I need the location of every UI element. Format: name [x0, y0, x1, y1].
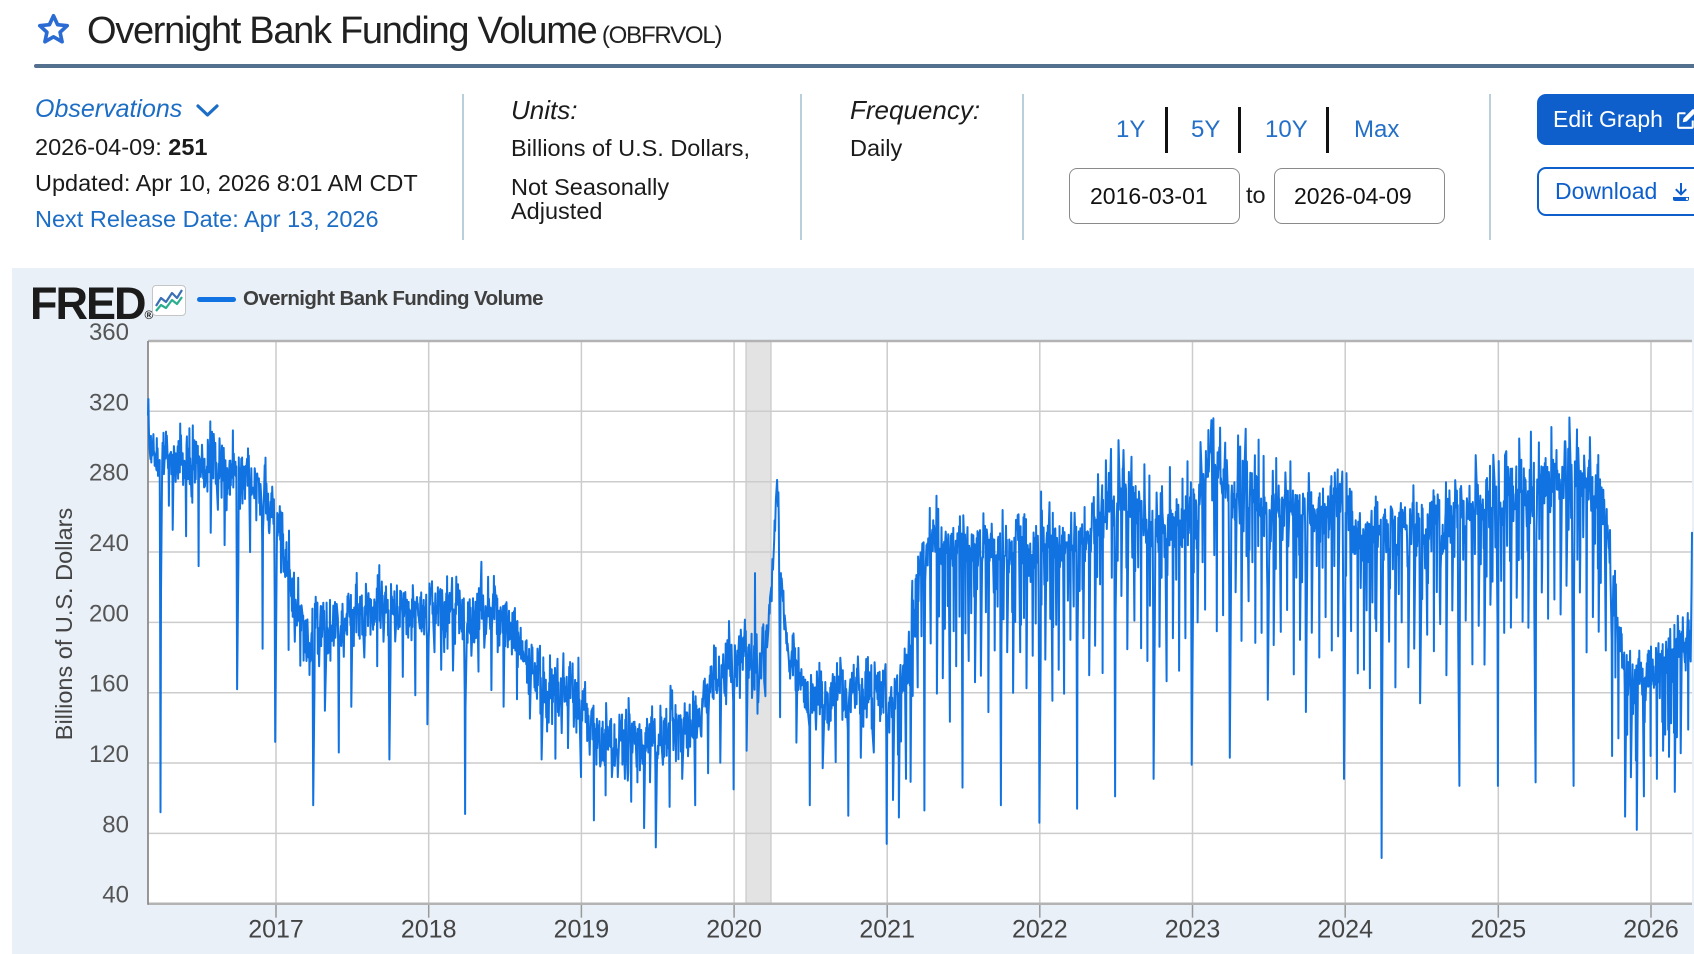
svg-text:200: 200: [89, 600, 129, 627]
svg-text:120: 120: [89, 741, 129, 768]
svg-text:2024: 2024: [1317, 916, 1373, 944]
svg-text:Billions of U.S. Dollars: Billions of U.S. Dollars: [51, 508, 77, 740]
svg-text:2020: 2020: [706, 916, 762, 944]
svg-text:80: 80: [102, 811, 129, 838]
svg-text:240: 240: [89, 530, 129, 557]
svg-text:160: 160: [89, 671, 129, 698]
svg-text:360: 360: [89, 319, 129, 346]
svg-text:2018: 2018: [401, 916, 457, 944]
svg-text:2023: 2023: [1165, 916, 1221, 944]
svg-text:2026: 2026: [1623, 916, 1679, 944]
svg-text:40: 40: [102, 882, 129, 909]
svg-text:2019: 2019: [554, 916, 610, 944]
svg-text:2021: 2021: [859, 916, 915, 944]
svg-text:320: 320: [89, 389, 129, 416]
svg-text:2022: 2022: [1012, 916, 1068, 944]
svg-text:2017: 2017: [248, 916, 304, 944]
svg-text:280: 280: [89, 460, 129, 487]
svg-text:2025: 2025: [1470, 916, 1526, 944]
